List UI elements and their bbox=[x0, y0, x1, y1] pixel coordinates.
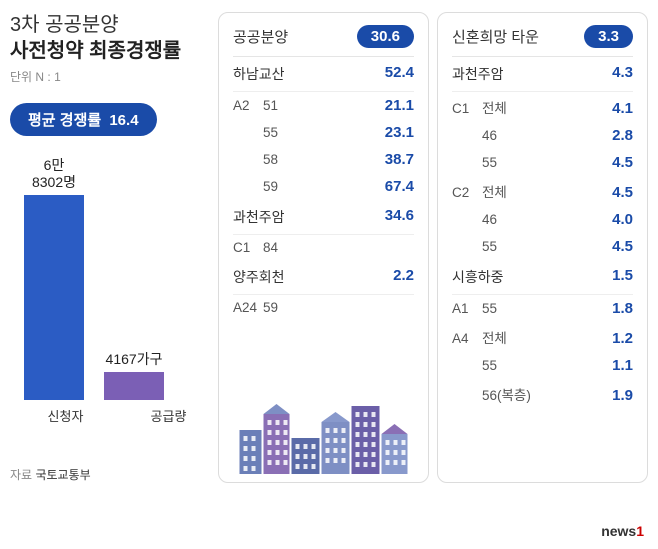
title-light: 3차 공공분양 bbox=[10, 12, 210, 38]
row-col1: A4 bbox=[452, 331, 482, 346]
row-col1: C1 bbox=[452, 101, 482, 116]
row-col2: 59 bbox=[263, 179, 385, 194]
row-value: 23.1 bbox=[385, 124, 414, 141]
table-row: C1전체4.1 bbox=[452, 92, 633, 122]
bar-group: 4167가구 bbox=[104, 351, 164, 400]
left-panel: 3차 공공분양 사전청약 최종경쟁률 단위 N : 1 평균 경쟁률 16.4 … bbox=[10, 12, 210, 483]
row-col2: 55 bbox=[482, 155, 612, 170]
avg-badge: 평균 경쟁률 16.4 bbox=[10, 103, 157, 136]
bar-group: 6만8302명 bbox=[24, 157, 84, 400]
card2-value: 3.3 bbox=[584, 25, 633, 48]
row-value: 1.9 bbox=[612, 387, 633, 404]
bar-top-label: 6만8302명 bbox=[32, 157, 76, 191]
bar-rect bbox=[104, 372, 164, 400]
section-value: 4.3 bbox=[612, 64, 633, 84]
row-col2: 84 bbox=[263, 240, 414, 255]
table-row: 462.8 bbox=[452, 122, 633, 149]
table-row: A25121.1 bbox=[233, 92, 414, 119]
section-name: 하남교산 bbox=[233, 64, 285, 84]
row-value: 38.7 bbox=[385, 151, 414, 168]
bar-chart: 6만8302명 4167가구 신청자 공급량 bbox=[10, 150, 210, 440]
bar-x-label: 공급량 bbox=[139, 406, 199, 425]
row-col2: 55 bbox=[482, 358, 612, 373]
section-name: 시흥하중 bbox=[452, 267, 504, 287]
unit-label: 단위 N : 1 bbox=[10, 68, 210, 85]
card-newlywed-town: 신혼희망 타운 3.3 과천주암4.3C1전체4.1462.8554.5C2전체… bbox=[437, 12, 648, 483]
row-col1: C1 bbox=[233, 240, 263, 255]
bar-x-label: 신청자 bbox=[36, 406, 96, 425]
section-value: 34.6 bbox=[385, 207, 414, 227]
row-col2: 55 bbox=[482, 301, 612, 316]
section-name: 양주회천 bbox=[233, 267, 285, 287]
table-row: 5523.1 bbox=[233, 119, 414, 146]
row-col2: 전체 bbox=[482, 327, 612, 347]
section-header: 양주회천 2.2 bbox=[233, 260, 414, 295]
buildings-illustration bbox=[231, 394, 416, 474]
card-public-sale: 공공분양 30.6 하남교산52.4A25121.15523.15838.759… bbox=[218, 12, 429, 483]
table-row: 56(복층)1.9 bbox=[452, 379, 633, 409]
row-col2: 55 bbox=[263, 125, 385, 140]
avg-value: 16.4 bbox=[109, 112, 138, 129]
section-value: 2.2 bbox=[393, 267, 414, 287]
logo-suffix: 1 bbox=[636, 523, 644, 539]
row-value: 4.1 bbox=[612, 100, 633, 117]
bar-rect bbox=[24, 195, 84, 400]
table-row: C2전체4.5 bbox=[452, 176, 633, 206]
row-col2: 46 bbox=[482, 128, 612, 143]
card1-title: 공공분양 bbox=[233, 26, 288, 47]
news1-logo: news1 bbox=[601, 523, 644, 539]
source-agency: 국토교통부 bbox=[35, 468, 90, 482]
table-row: 5967.4 bbox=[233, 173, 414, 200]
row-col2: 55 bbox=[482, 239, 612, 254]
card2-header: 신혼희망 타운 3.3 bbox=[452, 25, 633, 57]
row-value: 4.0 bbox=[612, 211, 633, 228]
row-col1: C2 bbox=[452, 185, 482, 200]
row-value: 1.2 bbox=[612, 330, 633, 347]
section-value: 52.4 bbox=[385, 64, 414, 84]
table-row: C184 bbox=[233, 235, 414, 260]
table-row: A1551.8 bbox=[452, 295, 633, 322]
row-col2: 전체 bbox=[482, 181, 612, 201]
source-prefix: 자료 bbox=[10, 468, 32, 482]
table-row: 551.1 bbox=[452, 352, 633, 379]
row-col2: 46 bbox=[482, 212, 612, 227]
section-header: 과천주암 4.3 bbox=[452, 57, 633, 92]
row-value: 2.8 bbox=[612, 127, 633, 144]
table-row: 464.0 bbox=[452, 206, 633, 233]
row-value: 4.5 bbox=[612, 184, 633, 201]
card2-title: 신혼희망 타운 bbox=[452, 26, 539, 47]
card1-header: 공공분양 30.6 bbox=[233, 25, 414, 57]
row-col2: 51 bbox=[263, 98, 385, 113]
row-col1: A2 bbox=[233, 98, 263, 113]
card1-value: 30.6 bbox=[357, 25, 414, 48]
row-value: 4.5 bbox=[612, 238, 633, 255]
row-value: 21.1 bbox=[385, 97, 414, 114]
row-value: 1.8 bbox=[612, 300, 633, 317]
row-col1: A1 bbox=[452, 301, 482, 316]
section-header: 시흥하중 1.5 bbox=[452, 260, 633, 295]
row-col2: 59 bbox=[263, 300, 414, 315]
row-value: 1.1 bbox=[612, 357, 633, 374]
section-name: 과천주암 bbox=[452, 64, 504, 84]
row-col2: 전체 bbox=[482, 97, 612, 117]
row-col2: 56(복층) bbox=[482, 384, 612, 404]
row-value: 67.4 bbox=[385, 178, 414, 195]
row-value: 4.5 bbox=[612, 154, 633, 171]
source: 자료 국토교통부 bbox=[10, 466, 210, 483]
section-header: 하남교산 52.4 bbox=[233, 57, 414, 92]
bar-top-label: 4167가구 bbox=[106, 351, 163, 368]
avg-label: 평균 경쟁률 bbox=[28, 112, 101, 129]
table-row: A4전체1.2 bbox=[452, 322, 633, 352]
logo-text: news bbox=[601, 523, 636, 539]
table-row: 554.5 bbox=[452, 233, 633, 260]
title-bold: 사전청약 최종경쟁률 bbox=[10, 38, 210, 64]
section-name: 과천주암 bbox=[233, 207, 285, 227]
table-row: A2459 bbox=[233, 295, 414, 320]
row-col1: A24 bbox=[233, 300, 263, 315]
table-row: 554.5 bbox=[452, 149, 633, 176]
section-header: 과천주암 34.6 bbox=[233, 200, 414, 235]
row-col2: 58 bbox=[263, 152, 385, 167]
table-row: 5838.7 bbox=[233, 146, 414, 173]
section-value: 1.5 bbox=[612, 267, 633, 287]
